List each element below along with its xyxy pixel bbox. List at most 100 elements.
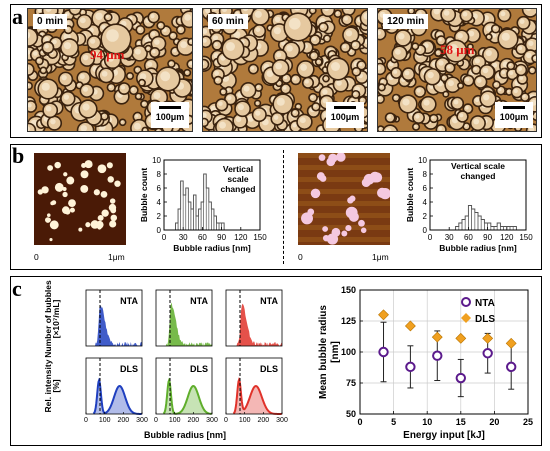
bubble-highlight — [41, 82, 50, 91]
nanobubble — [336, 153, 346, 162]
nta-point — [455, 372, 467, 384]
stripe — [298, 177, 390, 182]
bubble-highlight — [457, 32, 463, 39]
bubble-highlight — [409, 9, 412, 12]
nanobubble — [47, 213, 51, 217]
nanobubble — [80, 170, 89, 179]
bubble-highlight — [281, 41, 286, 46]
x-tick-label: 100 — [169, 417, 181, 424]
nanobubble — [307, 208, 315, 216]
distribution-fill — [163, 302, 212, 346]
bubble-highlight — [323, 68, 327, 71]
axis-frame — [155, 357, 213, 415]
legend-dls-marker — [461, 313, 471, 323]
bubble-highlight — [381, 79, 384, 83]
x-tick-label: 150 — [253, 233, 267, 242]
axis-frame — [85, 357, 143, 415]
micrograph-0min: 0 min 94 μm 100μm — [27, 8, 193, 132]
bubble-highlight — [528, 40, 534, 47]
y-axis-label: Mean bubble radius — [318, 305, 329, 399]
bubble-highlight — [389, 61, 394, 67]
bubble-highlight — [37, 58, 40, 62]
time-label: 120 min — [383, 14, 429, 29]
bubble-highlight — [296, 105, 299, 108]
bubble-highlight — [394, 48, 401, 55]
x-tick-label: 120 — [500, 233, 514, 242]
bubble-highlight — [147, 61, 153, 67]
bubble-highlight — [311, 53, 315, 57]
distribution-fill — [93, 380, 142, 414]
row-label: NTA — [120, 296, 138, 306]
afm-right-tick-1: 1μm — [372, 252, 389, 262]
legend-nta-label: NTA — [475, 298, 495, 309]
bubble-highlight — [501, 32, 510, 41]
x-tick-label: 0 — [357, 417, 362, 427]
bubble-highlight — [402, 98, 410, 106]
nanobubble — [322, 226, 329, 232]
nanobubble — [37, 189, 43, 195]
stripe — [298, 213, 390, 218]
bubble-highlight — [322, 89, 328, 95]
bubble-highlight — [493, 26, 497, 30]
afm-left-tick-1: 1μm — [108, 252, 125, 262]
nanobubble — [62, 191, 68, 198]
dls-point — [482, 332, 494, 344]
bubble-highlight — [180, 41, 188, 49]
y-tick-label: 75 — [346, 378, 356, 388]
histogram-bars — [175, 173, 225, 230]
bubble-highlight — [404, 70, 410, 76]
bubble-highlight — [283, 75, 288, 80]
row-label: NTA — [190, 296, 208, 306]
bubble-highlight — [135, 114, 139, 118]
bubble-highlight — [189, 40, 192, 43]
axis-frame — [225, 357, 283, 415]
bubble-highlight — [331, 62, 340, 71]
hist-bar — [216, 222, 220, 231]
afm-image-right — [298, 153, 390, 245]
panel-a-frame — [10, 4, 542, 138]
hist-bar — [464, 215, 469, 231]
y-tick-label: 0 — [423, 226, 428, 235]
bubble-highlight — [469, 50, 473, 55]
bubble-highlight — [255, 110, 261, 116]
bubble-highlight — [169, 61, 172, 65]
bubble-highlight — [172, 49, 177, 53]
stripe — [298, 237, 390, 242]
bubble-highlight — [226, 88, 230, 92]
bubble-highlight — [501, 70, 506, 75]
x-axis-label: Energy input [kJ] — [403, 430, 485, 441]
dls-point — [505, 337, 517, 349]
bubble-highlight — [437, 32, 441, 36]
bubble-highlight — [335, 11, 339, 15]
hist-bar — [182, 194, 187, 231]
nta-point — [432, 350, 443, 361]
bubble-highlight — [483, 94, 490, 101]
nanobubble — [310, 188, 321, 199]
bubble-highlight — [150, 14, 155, 19]
bubble-highlight — [184, 14, 191, 21]
bubble-highlight — [158, 23, 162, 27]
bubble-highlight — [465, 106, 469, 110]
bubble-highlight — [121, 120, 124, 123]
annotation-line: Vertical — [223, 164, 253, 174]
bubble-highlight — [128, 74, 131, 77]
bubble-highlight — [214, 42, 218, 47]
nanobubble — [90, 220, 100, 229]
bubble-highlight — [342, 44, 347, 49]
nanobubble — [66, 176, 75, 185]
y-tick-label: 125 — [341, 316, 356, 326]
bubble-highlight — [45, 9, 52, 12]
bubble-highlight — [151, 31, 156, 36]
x-tick-label: 30 — [179, 233, 188, 242]
bubble-highlight — [50, 118, 56, 125]
bubble-highlight — [474, 58, 480, 64]
bubble-highlight — [436, 51, 439, 54]
bubble-highlight — [82, 103, 90, 111]
y-tick-label: 4 — [423, 198, 428, 207]
x-tick-label: 150 — [519, 233, 533, 242]
y-tick-label: 150 — [341, 285, 356, 295]
hist-bar — [512, 226, 517, 231]
small-panel: DLS 0 100 200 300 — [224, 357, 288, 424]
bubble-highlight — [82, 54, 89, 61]
small-panel: DLS 0 100 200 300 — [84, 357, 148, 424]
